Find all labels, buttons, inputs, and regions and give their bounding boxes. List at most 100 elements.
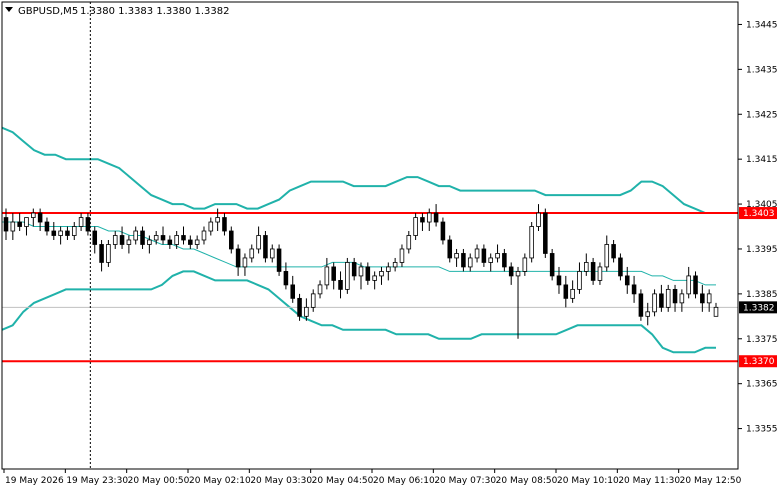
candle-body [126,239,132,245]
candle-body [399,248,405,263]
x-tick-label: 20 May 04:50 [312,476,374,486]
candle-body [413,217,418,236]
candle-body [85,217,91,232]
candle-body [106,244,111,263]
candle-body [249,248,255,259]
level-label: 1.3370 [743,357,775,367]
bollinger-upper-line [1,126,716,214]
time-axis: 19 May 2026 19 May 23:30 20 May 00:50 20 Ma… [3,2,742,486]
candle-body [78,217,84,227]
candle-body [454,253,459,259]
candle-body [508,266,514,277]
candle-body [392,262,398,268]
candle-body [351,262,357,277]
candle-body [611,244,616,259]
x-tick-label: 20 May 07:30 [434,476,496,486]
candle-body [645,311,651,317]
candle-body [92,230,98,245]
x-tick-label: 20 May 00:50 [128,476,190,486]
y-tick-label: 1.3365 [746,380,778,390]
current-price-label: 1.3382 [743,303,775,313]
candle-body [140,230,145,245]
x-tick-label: 20 May 08:50 [496,476,558,486]
candle-body [406,235,412,250]
candle-body [317,284,323,295]
candle-body [481,248,487,263]
candle-body [529,226,534,259]
candle-body [631,284,637,295]
candle-body [133,230,138,241]
price-labels: 1.3403 1.3370 1.3382 [739,207,777,368]
candle-body [44,221,50,232]
candle-body [447,239,453,259]
candle-body [119,235,125,245]
candle-body [174,235,179,245]
current-price-box [739,301,777,314]
candle-body [597,266,603,281]
candle-body [693,275,698,295]
candle-body [638,293,644,317]
candle-body [290,284,296,299]
y-tick-label: 1.3385 [746,290,778,300]
candle-body [420,217,425,223]
candle-body [304,306,309,317]
candle-body [502,253,507,268]
x-tick-label: 20 May 03:30 [250,476,312,486]
candle-body [386,266,391,272]
candle-body [543,212,548,254]
candle-body [549,253,555,277]
candle-body [3,217,9,232]
x-tick-label: 20 May 12:50 [680,476,742,486]
candle-body [229,230,234,250]
candle-body [235,248,241,268]
candle-body [24,217,29,227]
candle-body [365,266,371,281]
candle-body [188,239,193,245]
symbol-label: GBPUSD,M5 [18,6,78,17]
x-tick-label: 19 May 23:30 [66,476,128,486]
x-tick-label: 20 May 11:30 [618,476,680,486]
candle-body [99,244,104,263]
y-tick-label: 1.3405 [746,200,778,210]
candle-body [433,212,439,223]
candle-body [570,288,575,299]
candle-body [215,217,220,223]
candle-body [474,248,480,259]
candle-body [269,248,275,259]
candle-body [58,230,63,236]
candle-body [522,257,528,272]
bollinger-lower-line [1,270,716,354]
candle-body [590,262,596,281]
collapse-arrow-icon[interactable] [5,7,13,12]
candle-body [324,266,330,286]
candle-body [310,293,316,308]
candle-body [167,239,173,245]
level-label: 1.3403 [743,209,775,219]
candle-body [440,221,446,241]
level-label-box [739,355,777,368]
candle-body [495,253,500,259]
candle-body [256,235,261,250]
candle-body [686,275,691,295]
candle-body [208,221,214,232]
ohlc-readout: 1.3380 1.3383 1.3380 1.3382 [80,6,230,17]
candle-body [652,293,657,313]
candle-body [65,230,70,236]
candle-body [201,230,207,241]
y-tick-label: 1.3425 [746,110,778,120]
candle-body [706,293,712,304]
candle-body [584,262,589,272]
candle-body [577,271,582,290]
bollinger-middle-line [2,221,716,286]
candle-body [604,244,610,268]
candle-body [345,262,350,290]
x-tick-label: 19 May 2026 [5,476,64,486]
candle-body [713,306,719,317]
candle-body [679,293,685,304]
candle-body [51,230,57,236]
candle-body [338,280,343,290]
y-tick-label: 1.3435 [746,65,778,75]
candle-body [379,271,384,277]
candle-body [618,257,623,277]
